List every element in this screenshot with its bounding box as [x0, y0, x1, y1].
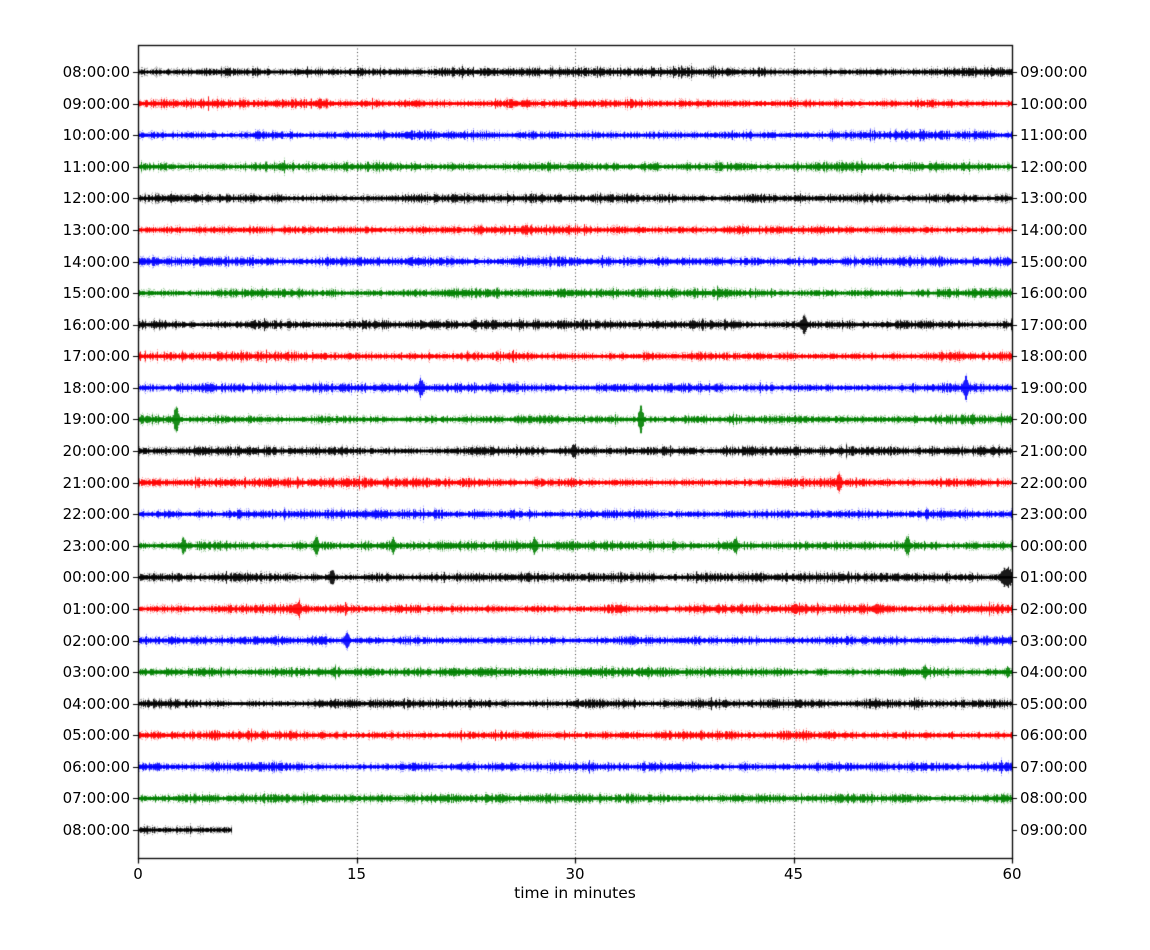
utc-time-label-left: 01:00:00 — [62, 599, 130, 618]
utc-time-label-right: 19:00:00 — [1020, 378, 1088, 397]
utc-time-label-left: 04:00:00 — [62, 694, 130, 713]
utc-time-label-left: 07:00:00 — [62, 789, 130, 808]
utc-time-label-left: 05:00:00 — [62, 726, 130, 745]
utc-time-label-right: 05:00:00 — [1020, 694, 1088, 713]
utc-time-label-right: 03:00:00 — [1020, 631, 1088, 650]
utc-time-label-right: 00:00:00 — [1020, 536, 1088, 555]
utc-time-label-right: 22:00:00 — [1020, 473, 1088, 492]
utc-time-label-right: 04:00:00 — [1020, 663, 1088, 682]
utc-time-label-right: 11:00:00 — [1020, 126, 1088, 145]
utc-time-label-left: 22:00:00 — [62, 505, 130, 524]
utc-time-label-right: 18:00:00 — [1020, 347, 1088, 366]
utc-time-label-left: 08:00:00 — [62, 821, 130, 839]
utc-time-label-left: 10:00:00 — [62, 126, 130, 145]
utc-time-label-left: 14:00:00 — [62, 252, 130, 271]
utc-time-label-left: 03:00:00 — [62, 663, 130, 682]
utc-time-label-right: 17:00:00 — [1020, 315, 1088, 334]
utc-time-label-right: 10:00:00 — [1020, 94, 1088, 113]
utc-time-label-right: 13:00:00 — [1020, 189, 1088, 208]
utc-time-label-right: 12:00:00 — [1020, 157, 1088, 176]
utc-time-label-right: 14:00:00 — [1020, 220, 1088, 239]
utc-time-label-left: 02:00:00 — [62, 631, 130, 650]
utc-time-label-left: 06:00:00 — [62, 757, 130, 776]
utc-time-label-left: 19:00:00 — [62, 410, 130, 429]
utc-time-label-right: 01:00:00 — [1020, 568, 1088, 587]
utc-time-label-right: 07:00:00 — [1020, 757, 1088, 776]
utc-time-label-right: 15:00:00 — [1020, 252, 1088, 271]
utc-time-label-right: 09:00:00 — [1020, 63, 1088, 81]
x-tick-label: 15 — [346, 865, 367, 883]
utc-time-label-right: 09:00:00 — [1020, 821, 1088, 839]
x-tick-label: 30 — [565, 865, 585, 883]
utc-time-label-right: 23:00:00 — [1020, 505, 1088, 524]
x-tick-label: 45 — [783, 865, 804, 883]
utc-time-label-right: 06:00:00 — [1020, 726, 1088, 745]
utc-time-label-right: 16:00:00 — [1020, 284, 1088, 303]
x-tick-label: 0 — [133, 865, 143, 883]
utc-time-label-left: 12:00:00 — [62, 189, 130, 208]
utc-time-label-left: 18:00:00 — [62, 378, 130, 397]
utc-time-label-left: 23:00:00 — [62, 536, 130, 555]
utc-time-label-left: 00:00:00 — [62, 568, 130, 587]
utc-time-label-left: 09:00:00 — [62, 94, 130, 113]
utc-time-label-left: 08:00:00 — [62, 63, 130, 81]
utc-time-label-left: 16:00:00 — [62, 315, 130, 334]
utc-time-label-right: 02:00:00 — [1020, 599, 1088, 618]
utc-time-label-left: 21:00:00 — [62, 473, 130, 492]
utc-time-label-left: 17:00:00 — [62, 347, 130, 366]
x-axis-label: time in minutes — [514, 884, 636, 902]
utc-time-label-right: 08:00:00 — [1020, 789, 1088, 808]
utc-time-label-right: 21:00:00 — [1020, 442, 1088, 460]
utc-time-label-left: 20:00:00 — [62, 442, 130, 460]
utc-time-label-left: 11:00:00 — [62, 157, 130, 176]
utc-time-label-left: 15:00:00 — [62, 284, 130, 303]
utc-time-label-left: 13:00:00 — [62, 220, 130, 239]
x-tick-label: 60 — [1002, 865, 1022, 883]
utc-time-label-right: 20:00:00 — [1020, 410, 1088, 429]
